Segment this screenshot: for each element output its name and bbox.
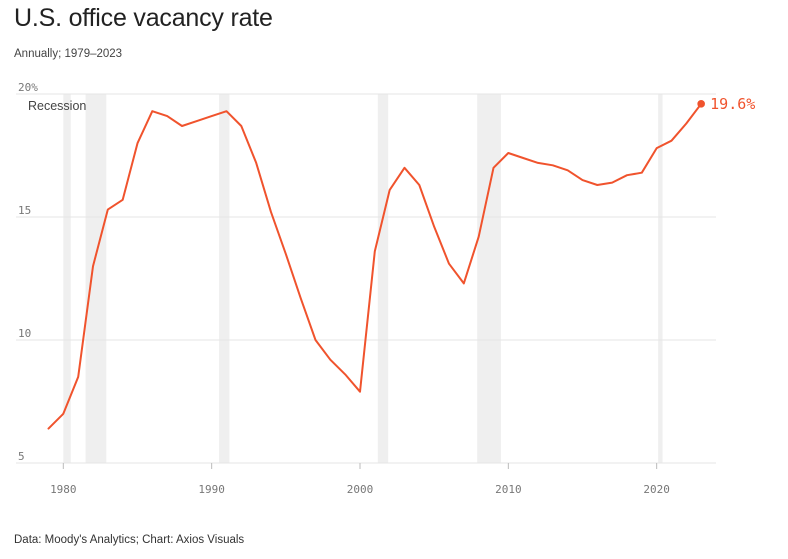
recession-band <box>477 94 501 463</box>
y-tick-label: 20% <box>18 81 38 94</box>
recession-band <box>85 94 107 463</box>
series-line <box>47 102 703 430</box>
y-axis-ticks: 20% 15 10 5 <box>18 81 38 463</box>
recession-band <box>658 94 663 463</box>
chart-subtitle: Annually; 1979–2023 <box>14 48 123 60</box>
end-point-marker <box>697 100 705 108</box>
x-tick-label: 1990 <box>198 483 225 496</box>
y-tick-label: 15 <box>18 204 31 217</box>
recession-band <box>63 94 71 463</box>
recession-legend-label: Recession <box>28 99 86 113</box>
x-tick-label: 1980 <box>50 483 77 496</box>
x-axis-ticks: 1980 1990 2000 2010 2020 <box>50 463 670 496</box>
y-tick-label: 5 <box>18 450 25 463</box>
recession-band <box>377 94 389 463</box>
y-tick-label: 10 <box>18 327 31 340</box>
chart-title: U.S. office vacancy rate <box>14 4 273 32</box>
end-value-label: 19.6% <box>710 95 755 113</box>
recession-band <box>219 94 230 463</box>
source-note: Data: Moody's Analytics; Chart: Axios Vi… <box>14 534 245 546</box>
x-tick-label: 2020 <box>643 483 670 496</box>
x-tick-label: 2000 <box>347 483 374 496</box>
gridlines <box>16 93 716 464</box>
x-tick-label: 2010 <box>495 483 522 496</box>
series-layer <box>47 100 705 430</box>
recession-bands <box>63 94 663 463</box>
